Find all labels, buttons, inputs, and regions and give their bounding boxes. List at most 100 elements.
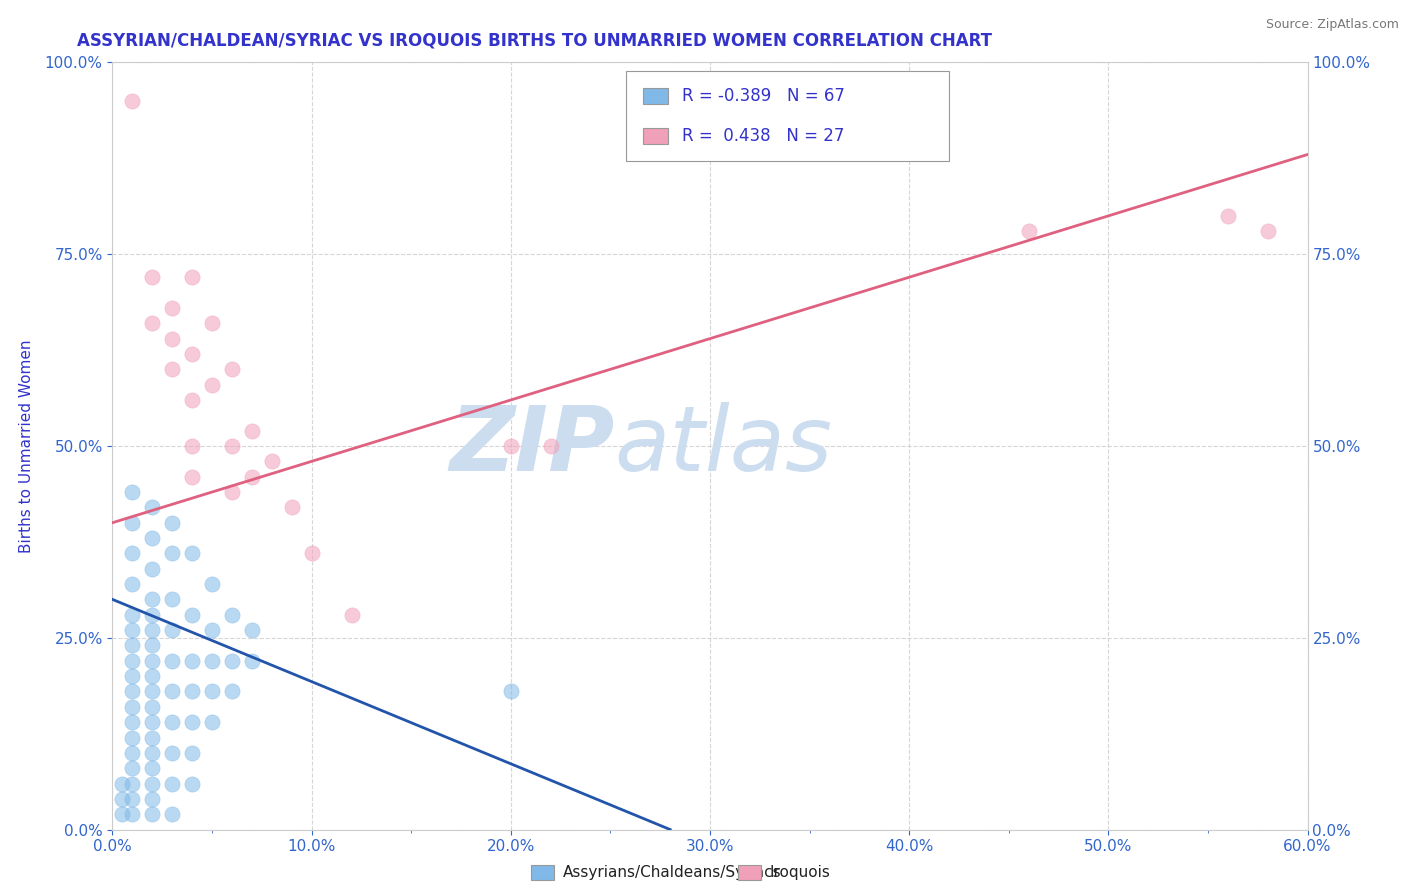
Point <box>121 516 143 530</box>
Point <box>141 639 163 653</box>
Point <box>221 607 243 622</box>
Point <box>162 362 183 376</box>
Point <box>141 807 163 822</box>
Point <box>141 684 163 698</box>
Point <box>141 623 163 637</box>
Point <box>121 546 143 560</box>
Point <box>111 807 134 822</box>
Point <box>181 392 204 407</box>
Point <box>162 516 183 530</box>
Point <box>121 699 143 714</box>
Point <box>121 607 143 622</box>
Text: R =  0.438   N = 27: R = 0.438 N = 27 <box>682 127 844 145</box>
Point <box>301 546 323 560</box>
Point <box>181 439 204 453</box>
Point <box>162 332 183 346</box>
Point <box>111 776 134 790</box>
Point <box>240 654 263 668</box>
Point <box>240 469 263 483</box>
Point <box>121 577 143 591</box>
Point <box>181 270 204 285</box>
Point <box>141 270 163 285</box>
Point <box>1257 224 1279 238</box>
Text: Source: ZipAtlas.com: Source: ZipAtlas.com <box>1265 18 1399 31</box>
Point <box>121 669 143 683</box>
Point <box>1216 209 1239 223</box>
Point <box>121 776 143 790</box>
Text: ZIP: ZIP <box>449 402 614 490</box>
Point <box>201 377 224 392</box>
Point <box>162 623 183 637</box>
Point <box>121 761 143 775</box>
Point <box>121 639 143 653</box>
Point <box>201 715 224 730</box>
Point <box>141 761 163 775</box>
Point <box>121 684 143 698</box>
Point <box>141 316 163 330</box>
Point <box>141 607 163 622</box>
Point <box>221 684 243 698</box>
Point <box>121 654 143 668</box>
Point <box>162 807 183 822</box>
Point <box>162 301 183 315</box>
Text: atlas: atlas <box>614 402 832 490</box>
Point <box>121 807 143 822</box>
Point <box>240 424 263 438</box>
Point <box>340 607 363 622</box>
Point <box>141 699 163 714</box>
Point <box>499 684 522 698</box>
Text: R = -0.389   N = 67: R = -0.389 N = 67 <box>682 87 845 105</box>
Point <box>141 715 163 730</box>
Point <box>141 500 163 515</box>
Point <box>141 654 163 668</box>
Point <box>181 347 204 361</box>
Point <box>499 439 522 453</box>
Point <box>181 684 204 698</box>
Point <box>181 715 204 730</box>
Point <box>111 792 134 806</box>
Point <box>201 684 224 698</box>
Point <box>121 715 143 730</box>
Point <box>181 546 204 560</box>
Point <box>162 746 183 760</box>
Point <box>181 654 204 668</box>
Point <box>121 746 143 760</box>
Point <box>181 607 204 622</box>
Point <box>201 577 224 591</box>
Point <box>181 469 204 483</box>
Point <box>181 746 204 760</box>
Point <box>201 316 224 330</box>
Point <box>121 94 143 108</box>
Point <box>162 715 183 730</box>
Point <box>201 654 224 668</box>
Point <box>121 485 143 500</box>
Text: Assyrians/Chaldeans/Syriacs: Assyrians/Chaldeans/Syriacs <box>562 865 780 880</box>
Point <box>201 623 224 637</box>
Point <box>141 562 163 576</box>
Point <box>260 454 283 468</box>
Point <box>141 776 163 790</box>
Point <box>181 776 204 790</box>
Point <box>141 746 163 760</box>
Point <box>141 592 163 607</box>
Point <box>240 623 263 637</box>
Point <box>162 546 183 560</box>
Point <box>121 623 143 637</box>
Point <box>540 439 562 453</box>
Point <box>121 792 143 806</box>
Y-axis label: Births to Unmarried Women: Births to Unmarried Women <box>18 339 34 553</box>
Point <box>121 731 143 745</box>
Point <box>221 439 243 453</box>
Point <box>162 684 183 698</box>
Point <box>162 592 183 607</box>
Text: ASSYRIAN/CHALDEAN/SYRIAC VS IROQUOIS BIRTHS TO UNMARRIED WOMEN CORRELATION CHART: ASSYRIAN/CHALDEAN/SYRIAC VS IROQUOIS BIR… <box>77 31 993 49</box>
Point <box>221 362 243 376</box>
Point <box>221 485 243 500</box>
Point <box>162 776 183 790</box>
Text: Iroquois: Iroquois <box>769 865 830 880</box>
Point <box>221 654 243 668</box>
Point <box>1018 224 1040 238</box>
Point <box>141 669 163 683</box>
Point <box>141 731 163 745</box>
Point <box>162 654 183 668</box>
